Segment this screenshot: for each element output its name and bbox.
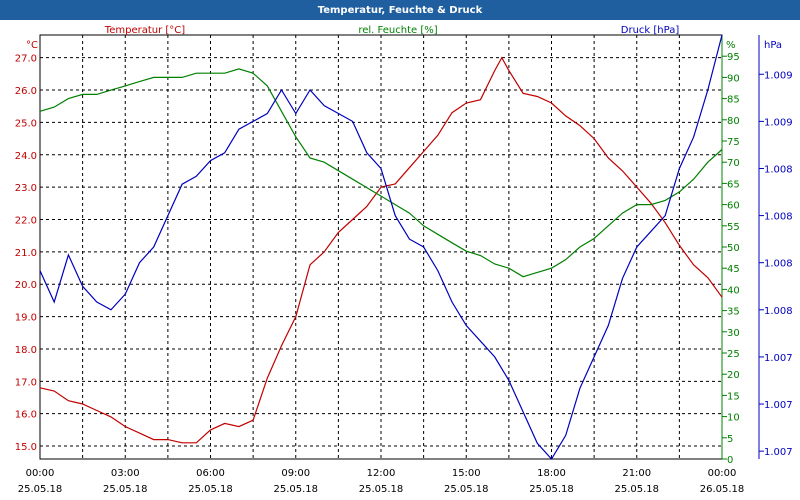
temperature-tick-label: 20.0 xyxy=(15,280,37,291)
pressure-tick-label: 1.007 xyxy=(764,353,793,364)
x-tick-time-label: 21:00 xyxy=(622,468,651,479)
humidity-tick-label: 85 xyxy=(727,95,740,106)
humidity-tick-label: 30 xyxy=(727,328,740,339)
humidity-tick-label: 15 xyxy=(727,391,740,402)
x-tick-date-label: 25.05.18 xyxy=(273,484,318,495)
humidity-tick-label: 25 xyxy=(727,349,740,360)
pressure-tick-label: 1.008 xyxy=(764,259,793,270)
x-tick-date-label: 25.05.18 xyxy=(188,484,233,495)
humidity-tick-label: 90 xyxy=(727,73,740,84)
temperature-tick-label: 18.0 xyxy=(15,345,37,356)
humidity-tick-label: 40 xyxy=(727,285,740,296)
humidity-tick-label: 95 xyxy=(727,52,740,63)
humidity-tick-label: 50 xyxy=(727,243,740,254)
x-tick-time-label: 15:00 xyxy=(452,468,481,479)
temperature-tick-label: 25.0 xyxy=(15,118,37,129)
humidity-tick-label: 45 xyxy=(727,264,740,275)
humidity-tick-label: 55 xyxy=(727,222,740,233)
pressure-tick-label: 1.008 xyxy=(764,164,793,175)
x-tick-time-label: 18:00 xyxy=(537,468,566,479)
temperature-tick-label: 17.0 xyxy=(15,377,37,388)
temperature-series-label: Temperatur [°C] xyxy=(104,25,185,36)
humidity-tick-label: 0 xyxy=(727,455,733,466)
humidity-tick-label: 5 xyxy=(727,434,733,445)
x-tick-time-label: 00:00 xyxy=(708,468,737,479)
x-tick-time-label: 00:00 xyxy=(26,468,55,479)
pressure-series-line xyxy=(39,34,723,461)
x-tick-date-label: 25.05.18 xyxy=(359,484,404,495)
humidity-axis-unit: % xyxy=(726,40,736,51)
humidity-tick-label: 35 xyxy=(727,307,740,318)
temperature-axis-unit: °C xyxy=(26,40,38,51)
pressure-series-label: Druck [hPa] xyxy=(621,25,680,36)
humidity-tick-label: 10 xyxy=(727,413,740,424)
humidity-series-label: rel. Feuchte [%] xyxy=(358,25,437,36)
temperature-tick-label: 19.0 xyxy=(15,313,37,324)
x-tick-time-label: 12:00 xyxy=(367,468,396,479)
humidity-tick-label: 75 xyxy=(727,137,740,148)
pressure-tick-label: 1.008 xyxy=(764,306,793,317)
temperature-tick-label: 15.0 xyxy=(15,442,37,453)
humidity-tick-label: 65 xyxy=(727,179,740,190)
temperature-series-line xyxy=(39,56,723,444)
x-tick-date-label: 25.05.18 xyxy=(529,484,574,495)
pressure-tick-label: 1.008 xyxy=(764,212,793,223)
humidity-tick-label: 60 xyxy=(727,201,740,212)
x-tick-date-label: 25.05.18 xyxy=(103,484,148,495)
temperature-tick-label: 22.0 xyxy=(15,215,37,226)
x-tick-date-label: 25.05.18 xyxy=(18,484,63,495)
x-tick-time-label: 09:00 xyxy=(281,468,310,479)
temperature-tick-label: 26.0 xyxy=(15,86,37,97)
pressure-tick-label: 1.007 xyxy=(764,400,793,411)
humidity-series-line xyxy=(39,68,723,278)
temperature-tick-label: 23.0 xyxy=(15,183,37,194)
temperature-tick-label: 16.0 xyxy=(15,410,37,421)
humidity-tick-label: 70 xyxy=(727,158,740,169)
x-tick-time-label: 03:00 xyxy=(111,468,140,479)
pressure-axis-unit: hPa xyxy=(764,40,782,51)
humidity-tick-label: 20 xyxy=(727,370,740,381)
pressure-tick-label: 1.009 xyxy=(764,117,793,128)
x-tick-date-label: 26.05.18 xyxy=(700,484,745,495)
title-bar: Temperatur, Feuchte & Druck xyxy=(0,0,800,20)
temperature-tick-label: 24.0 xyxy=(15,151,37,162)
temperature-tick-label: 27.0 xyxy=(15,54,37,65)
x-tick-date-label: 25.05.18 xyxy=(614,484,659,495)
pressure-tick-label: 1.007 xyxy=(764,447,793,458)
humidity-tick-label: 80 xyxy=(727,116,740,127)
x-tick-date-label: 25.05.18 xyxy=(444,484,489,495)
temperature-tick-label: 21.0 xyxy=(15,248,37,259)
x-tick-time-label: 06:00 xyxy=(196,468,225,479)
pressure-tick-label: 1.009 xyxy=(764,70,793,81)
chart-title: Temperatur, Feuchte & Druck xyxy=(317,4,483,16)
